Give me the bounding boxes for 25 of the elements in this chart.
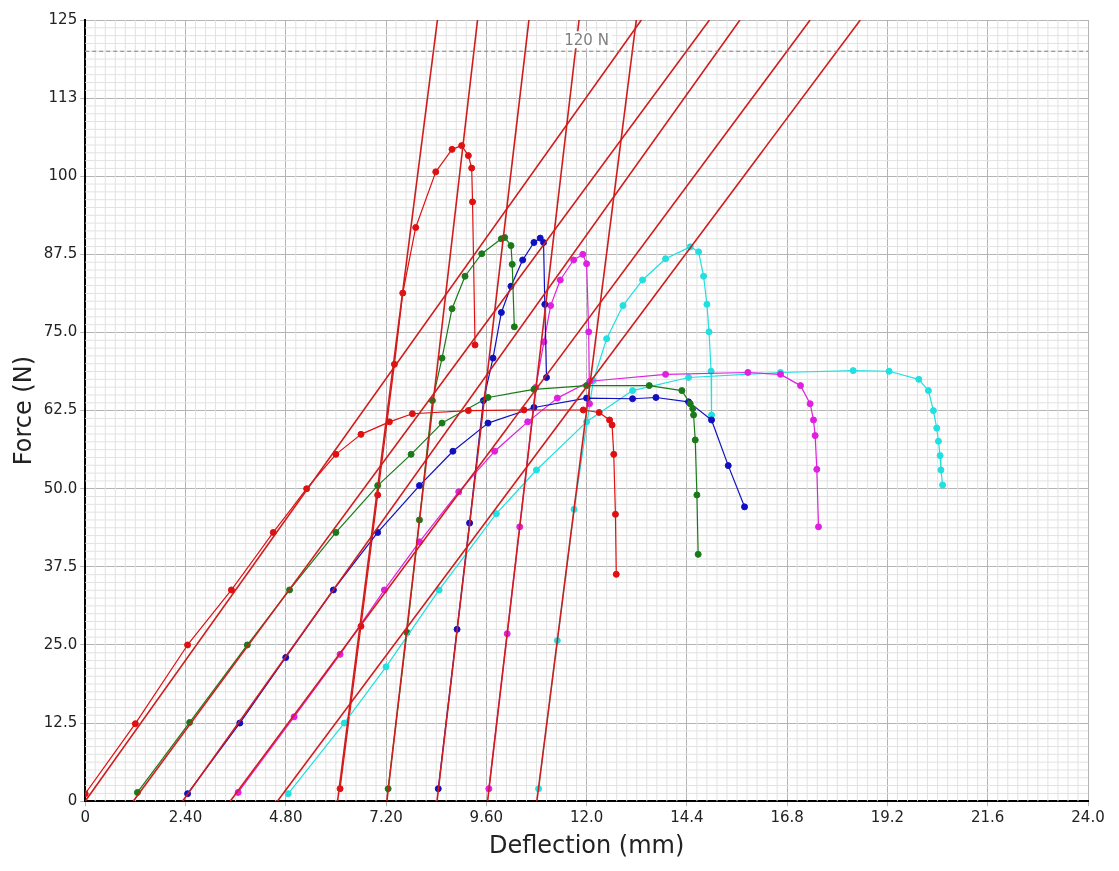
y-axis-title: Force (N) [8,355,37,466]
x-tick-label: 2.40 [168,808,203,827]
x-tick-label: 0 [80,808,90,827]
x-tick-label: 9.60 [469,808,504,827]
y-tick-label: 12.5 [43,712,78,731]
y-tick-label: 75.0 [43,322,78,341]
x-axis-title: Deflection (mm) [488,830,685,859]
x-tick-label: 16.8 [770,808,804,827]
y-tick-label: 50.0 [43,478,78,497]
y-tick-label: 87.5 [43,244,78,263]
x-tick-label: 19.2 [870,808,905,827]
ref-line-label: 120 N [564,30,609,49]
y-tick-label: 0 [67,791,78,810]
x-tick-label: 24.0 [1071,808,1105,827]
y-tick-label: 25.0 [43,634,78,653]
y-tick-label: 62.5 [43,400,78,419]
x-tick-label: 7.20 [369,808,403,827]
x-tick-label: 21.6 [971,808,1005,827]
x-tick-label: 14.4 [670,808,704,827]
y-tick-label: 113 [48,88,78,107]
x-tick-label: 12.0 [569,808,604,827]
y-tick-label: 125 [48,9,78,28]
y-tick-label: 37.5 [43,556,78,575]
x-tick-label: 4.80 [269,808,303,827]
y-tick-label: 100 [48,166,78,185]
